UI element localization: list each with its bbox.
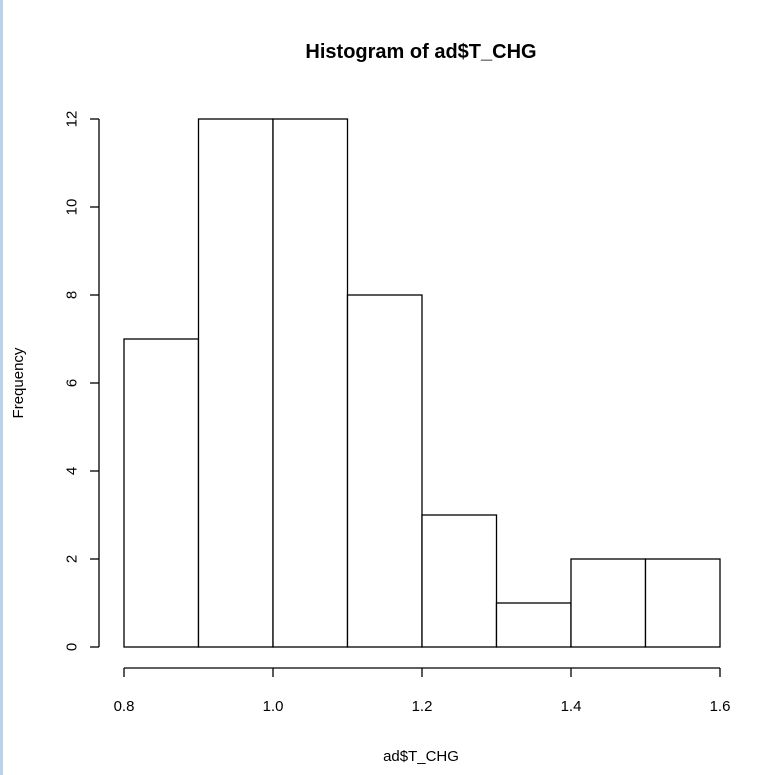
x-tick-label: 1.2 [412,698,433,715]
x-axis: 0.8 1.0 1.2 1.4 1.6 [114,667,731,715]
histogram-bar-5 [421,514,498,648]
y-tick-label: 4 [64,467,81,475]
y-tick-label: 0 [64,643,81,651]
y-tick-label: 8 [64,291,81,299]
histogram-bar-1 [123,338,200,648]
y-axis-label: Frequency [10,347,27,418]
x-tick-label: 1.6 [710,698,731,715]
y-tick-label: 10 [64,199,81,216]
histogram-bar-2 [197,118,274,648]
y-axis: 0 2 4 6 8 10 12 [64,111,100,651]
histogram-bar-8 [644,558,721,648]
y-tick-label: 6 [64,379,81,387]
x-tick-label: 1.4 [561,698,582,715]
x-tick-label: 1.0 [263,698,284,715]
histogram-bar-4 [346,294,423,648]
chart-title: Histogram of ad$T_CHG [305,41,536,63]
histogram-bar-3 [272,118,349,648]
x-tick-label: 0.8 [114,698,135,715]
y-tick-label: 12 [64,111,81,128]
bars-group [123,118,721,648]
histogram-bar-7 [570,558,647,648]
x-axis-label: ad$T_CHG [383,748,459,765]
window-edge [0,0,3,775]
y-tick-label: 2 [64,555,81,563]
histogram-bar-6 [495,602,572,648]
